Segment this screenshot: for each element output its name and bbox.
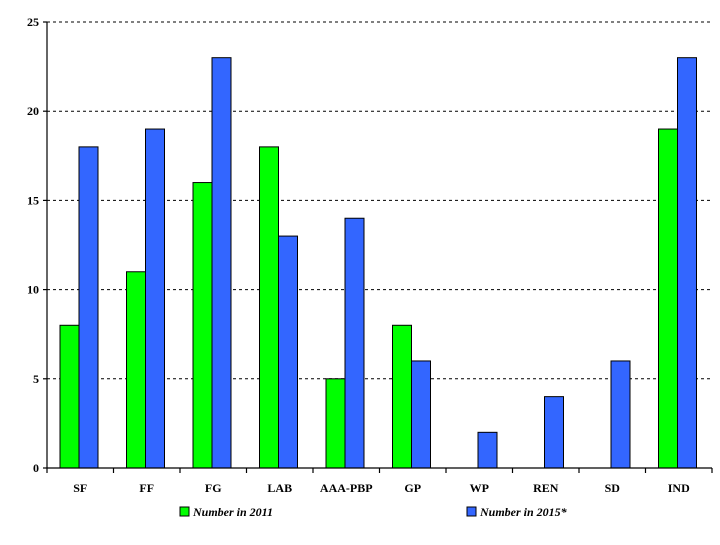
- y-tick-label-15: 15: [27, 193, 39, 207]
- bar-aaa-pbp-2015: [344, 217, 365, 469]
- bar-aaa-pbp-2011: [325, 378, 346, 469]
- bar-sf-2015: [78, 146, 99, 469]
- y-tick-label-0: 0: [33, 461, 39, 475]
- bar-ren-2015: [544, 396, 564, 469]
- x-tick-label-lab: LAB: [267, 481, 292, 495]
- x-tick-label-sd: SD: [605, 481, 621, 495]
- legend-item-2011: Number in 2011: [179, 505, 273, 519]
- bar-lab-2015: [278, 235, 298, 469]
- legend-swatch-2015: [466, 506, 477, 517]
- y-tick-label-5: 5: [33, 372, 39, 386]
- bars: [59, 57, 697, 469]
- bar-ff-2011: [126, 271, 146, 469]
- y-axis-ticks: 0 5 10 15 20 25: [27, 15, 47, 475]
- y-tick-label-25: 25: [27, 15, 39, 29]
- legend-label-2015: Number in 2015*: [479, 505, 568, 519]
- x-tick-label-ind: IND: [668, 481, 690, 495]
- y-tick-label-20: 20: [27, 104, 39, 118]
- x-tick-label-wp: WP: [470, 481, 489, 495]
- x-tick-label-sf: SF: [73, 481, 87, 495]
- bar-wp-2015: [477, 431, 498, 469]
- bar-gp-2011: [392, 324, 412, 469]
- bar-ind-2011: [658, 128, 678, 469]
- bar-lab-2011: [259, 146, 279, 469]
- legend: Number in 2011 Number in 2015*: [179, 505, 568, 519]
- bar-fg-2011: [192, 182, 213, 469]
- x-tick-label-ff: FF: [139, 481, 154, 495]
- bar-sf-2011: [59, 324, 80, 469]
- legend-swatch-2011: [179, 506, 190, 517]
- x-tick-label-ren: REN: [533, 481, 559, 495]
- bar-ff-2015: [145, 128, 165, 469]
- x-tick-label-gp: GP: [404, 481, 421, 495]
- x-axis-ticks: SF FF FG LAB AAA-PBP GP WP REN SD IND: [46, 468, 713, 495]
- x-tick-label-aaa-pbp: AAA-PBP: [320, 481, 373, 495]
- bar-gp-2015: [411, 360, 431, 469]
- x-tick-label-fg: FG: [205, 481, 222, 495]
- bar-fg-2015: [211, 57, 232, 469]
- y-tick-label-10: 10: [27, 283, 39, 297]
- bar-ind-2015: [677, 57, 697, 469]
- legend-item-2015: Number in 2015*: [466, 505, 568, 519]
- legend-label-2011: Number in 2011: [192, 505, 273, 519]
- bar-sd-2015: [610, 360, 631, 469]
